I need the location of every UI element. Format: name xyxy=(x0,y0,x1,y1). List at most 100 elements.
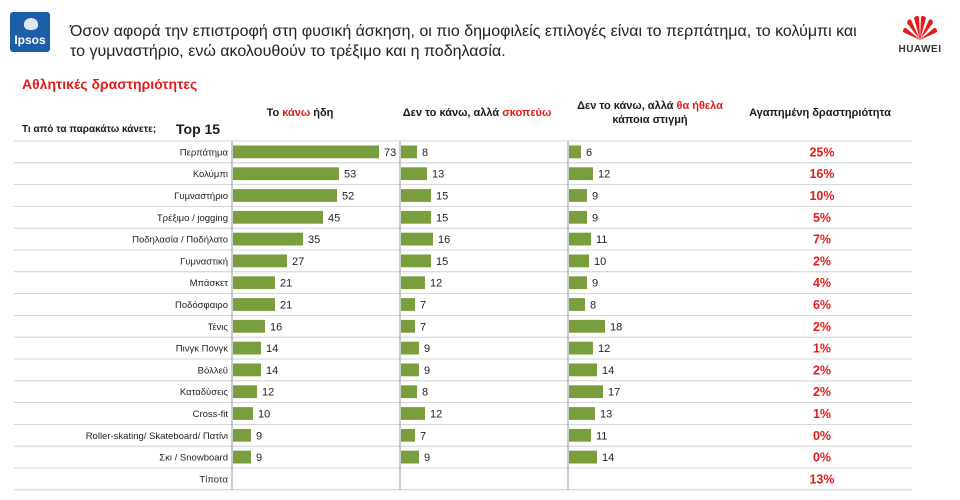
data-label: 52 xyxy=(342,191,354,203)
data-label: 73 xyxy=(384,147,396,159)
data-label: 9 xyxy=(424,343,430,355)
category-label: Τίποτα xyxy=(199,474,228,485)
data-label: 9 xyxy=(424,452,430,464)
favorite-percent: 13% xyxy=(809,472,834,486)
bar xyxy=(569,341,593,355)
category-label: Cross-fit xyxy=(193,409,229,420)
bar xyxy=(569,167,593,181)
bar xyxy=(401,298,415,311)
column-header-would-like: Δεν το κάνω, αλλά θα ήθελα κάποια στιγμή xyxy=(577,100,723,126)
bar xyxy=(401,232,433,246)
favorite-percent: 2% xyxy=(813,320,831,334)
bar xyxy=(569,210,587,224)
data-label: 7 xyxy=(420,321,426,333)
data-label: 10 xyxy=(594,256,606,268)
data-label: 6 xyxy=(586,147,592,159)
favorite-percent: 5% xyxy=(813,211,831,225)
category-label: Ποδόσφαιρο xyxy=(175,300,228,311)
data-label: 9 xyxy=(424,365,430,377)
data-label: 11 xyxy=(596,234,607,246)
category-label: Τένις xyxy=(208,322,229,333)
data-label: 14 xyxy=(266,365,278,377)
bar xyxy=(233,145,379,159)
data-label: 8 xyxy=(422,387,428,399)
bar xyxy=(569,363,597,377)
bar xyxy=(569,407,595,420)
bar xyxy=(233,428,251,442)
bar xyxy=(401,254,431,268)
column-header-favorite: Αγαπημένη δραστηριότητα xyxy=(749,107,891,119)
bar xyxy=(569,254,589,268)
data-label: 13 xyxy=(432,169,444,181)
bar xyxy=(233,167,339,181)
category-label: Γυμναστήριο xyxy=(174,191,228,202)
category-label: Μπάσκετ xyxy=(190,278,229,289)
bar xyxy=(401,385,417,399)
favorite-percent: 16% xyxy=(809,167,834,181)
top15-label: Top 15 xyxy=(176,121,221,137)
data-label: 53 xyxy=(344,169,356,181)
data-label: 17 xyxy=(608,387,620,399)
data-label: 12 xyxy=(430,278,442,290)
data-label: 7 xyxy=(420,300,426,312)
favorite-percent: 4% xyxy=(813,276,831,290)
bar xyxy=(233,298,275,311)
bar xyxy=(233,319,265,333)
data-label: 12 xyxy=(598,343,610,355)
bar xyxy=(569,428,591,442)
huawei-logo: HUAWEI xyxy=(890,14,950,55)
data-label: 15 xyxy=(436,212,448,224)
data-label: 7 xyxy=(420,430,426,442)
category-label: Βόλλεϋ xyxy=(198,365,228,376)
data-label: 9 xyxy=(256,430,262,442)
data-label: 16 xyxy=(270,321,282,333)
data-label: 14 xyxy=(602,365,614,377)
favorite-percent: 2% xyxy=(813,385,831,399)
category-label: Τρέξιμο / jogging xyxy=(157,213,228,224)
bar xyxy=(569,450,597,464)
bar xyxy=(401,341,419,355)
data-label: 8 xyxy=(422,147,428,159)
data-label: 13 xyxy=(600,409,612,421)
category-label: Πινγκ Πονγκ xyxy=(176,344,229,355)
data-label: 9 xyxy=(256,452,262,464)
favorite-percent: 25% xyxy=(809,145,834,159)
data-label: 45 xyxy=(328,212,340,224)
bar xyxy=(233,407,253,420)
favorite-percent: 0% xyxy=(813,451,831,465)
huawei-wordmark: HUAWEI xyxy=(898,44,942,55)
bar xyxy=(233,341,261,355)
bar xyxy=(401,145,417,159)
bar xyxy=(233,385,257,399)
bar xyxy=(401,407,425,420)
data-label: 16 xyxy=(438,234,450,246)
bar xyxy=(233,450,251,464)
column-header-planning: Δεν το κάνω, αλλά σκοπεύω xyxy=(402,107,552,119)
ipsos-logo: Ipsos xyxy=(10,12,50,52)
bar xyxy=(569,319,605,333)
bar xyxy=(569,385,603,399)
favorite-percent: 10% xyxy=(809,189,834,203)
category-label: Καταδύσεις xyxy=(180,387,229,398)
category-label: Περπάτημα xyxy=(180,147,229,158)
bar xyxy=(569,276,587,290)
data-label: 15 xyxy=(436,191,448,203)
bar xyxy=(401,189,431,202)
favorite-percent: 2% xyxy=(813,363,831,377)
bar xyxy=(569,189,587,202)
section-title: Αθλητικές δραστηριότητες xyxy=(22,76,198,92)
category-label: Κολύμπι xyxy=(193,169,228,180)
category-label: Σκι / Snowboard xyxy=(159,453,228,464)
data-label: 9 xyxy=(592,191,598,203)
bar xyxy=(401,319,415,333)
data-label: 11 xyxy=(596,430,607,442)
favorite-percent: 1% xyxy=(813,342,831,356)
headline-text: Όσον αφορά την επιστροφή στη φυσική άσκη… xyxy=(70,23,857,60)
data-label: 8 xyxy=(590,300,596,312)
favorite-percent: 2% xyxy=(813,254,831,268)
bar xyxy=(233,276,275,290)
bar xyxy=(233,254,287,268)
bar xyxy=(401,363,419,377)
bar xyxy=(233,232,303,246)
